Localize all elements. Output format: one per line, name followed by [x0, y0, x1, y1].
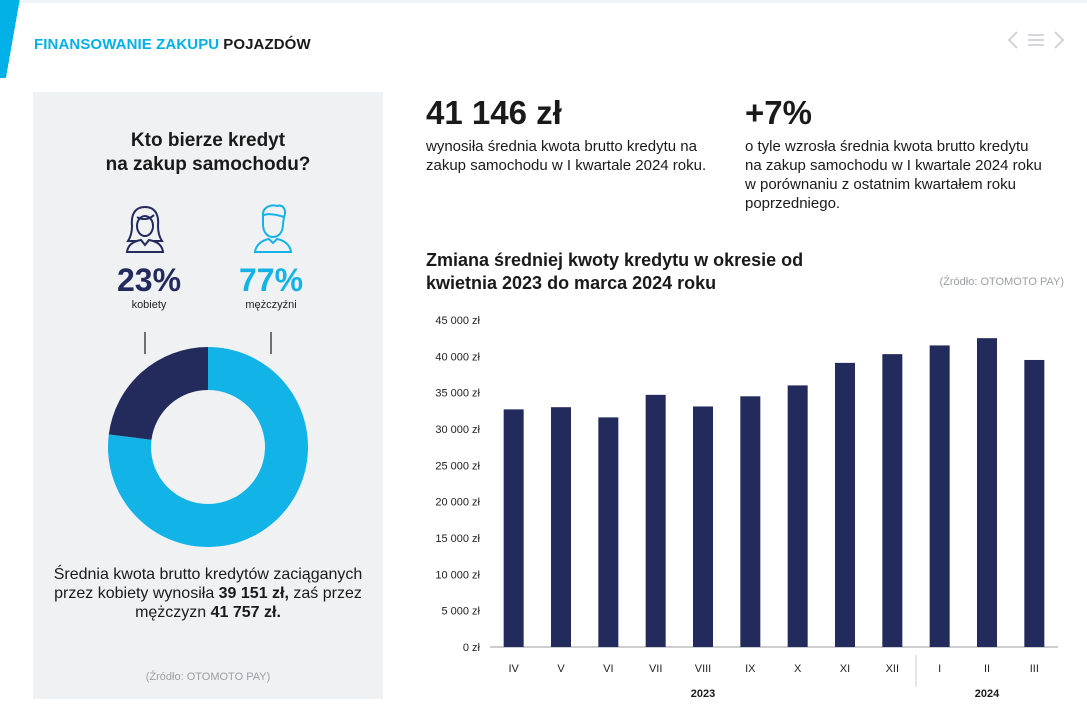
stat-description: wynosiła średnia kwota brutto kredytu na… [426, 138, 707, 174]
donut-slice-women [108, 347, 208, 440]
bar [835, 362, 855, 647]
chevron-left-icon[interactable] [1007, 30, 1019, 55]
y-tick-label: 0 zł [463, 642, 481, 654]
bar [598, 417, 619, 647]
x-tick-label: III [1030, 663, 1039, 675]
men-amount: 41 757 zł. [210, 604, 281, 621]
x-tick-label: XII [886, 663, 899, 675]
top-strip [0, 0, 1087, 3]
bar [503, 409, 524, 647]
stat-growth: +7% o tyle wzrosła średnia kwota brutto … [745, 95, 1045, 213]
bar [740, 396, 761, 647]
chart-source: (Źródło: OTOMOTO PAY) [939, 276, 1064, 288]
menu-icon[interactable] [1027, 30, 1045, 55]
year-label: 2023 [691, 688, 715, 700]
y-tick-label: 25 000 zł [435, 460, 480, 472]
y-tick-label: 35 000 zł [435, 388, 480, 400]
men-label: mężczyźni [245, 299, 297, 311]
panel-summary: Średnia kwota brutto kredytów zaciąganyc… [53, 566, 363, 621]
gender-donut-chart [108, 332, 308, 547]
y-tick-label: 40 000 zł [435, 351, 480, 363]
page-title: FINANSOWANIE ZAKUPU POJAZDÓW [34, 36, 311, 53]
man-icon [251, 202, 295, 259]
woman-icon [123, 204, 167, 259]
bar [693, 406, 713, 647]
bar [929, 345, 950, 647]
x-tick-label: XI [840, 663, 850, 675]
x-tick-label: X [794, 663, 802, 675]
panel-source: (Źródło: OTOMOTO PAY) [145, 671, 271, 683]
x-tick-label: VI [603, 663, 613, 675]
accent-bar [0, 0, 22, 78]
stat-description: o tyle wzrosła średnia kwota brutto kred… [745, 138, 1042, 212]
y-tick-label: 10 000 zł [435, 569, 480, 581]
x-tick-label: IX [745, 663, 756, 675]
y-tick-label: 45 000 zł [435, 315, 480, 327]
chevron-right-icon[interactable] [1053, 30, 1065, 55]
year-label: 2024 [975, 688, 1000, 700]
stat-value: +7% [745, 94, 812, 131]
x-tick-label: II [984, 663, 990, 675]
page-title-main: POJAZDÓW [223, 36, 311, 53]
gender-panel: Kto bierze kredyt na zakup samochodu? 23… [33, 92, 383, 699]
donut-slice-men [108, 347, 308, 547]
bar-chart: 0 zł 5 000 zł 10 000 zł 15 000 zł 20 000 zł 2… [435, 315, 1058, 700]
x-tick-label: VII [649, 663, 662, 675]
panel-title: Kto bierze kredyt na zakup samochodu? [105, 130, 311, 175]
bar [551, 407, 571, 647]
bar [882, 354, 903, 647]
bar [645, 394, 666, 647]
page-title-accent: FINANSOWANIE ZAKUPU [34, 36, 220, 53]
x-tick-label: IV [508, 663, 519, 675]
x-tick-label: I [938, 663, 941, 675]
stat-value: 41 146 zł [426, 94, 562, 131]
nav-controls [1007, 30, 1065, 55]
y-tick-label: 30 000 zł [435, 424, 480, 436]
stat-average-amount: 41 146 zł wynosiła średnia kwota brutto … [426, 95, 716, 175]
bar [1024, 359, 1045, 647]
bar [787, 385, 808, 647]
women-amount: 39 151 zł, [218, 585, 289, 602]
chart-title: Zmiana średniej kwoty kredytu w okresie … [426, 250, 804, 293]
x-tick-label: V [557, 663, 565, 675]
y-tick-label: 20 000 zł [435, 497, 480, 509]
women-percent: 23% [116, 262, 182, 298]
women-label: kobiety [131, 299, 167, 311]
bar [977, 338, 997, 647]
x-tick-label: VIII [695, 663, 712, 675]
y-tick-label: 15 000 zł [435, 533, 480, 545]
y-tick-label: 5 000 zł [441, 606, 480, 618]
men-percent: 77% [238, 262, 304, 298]
